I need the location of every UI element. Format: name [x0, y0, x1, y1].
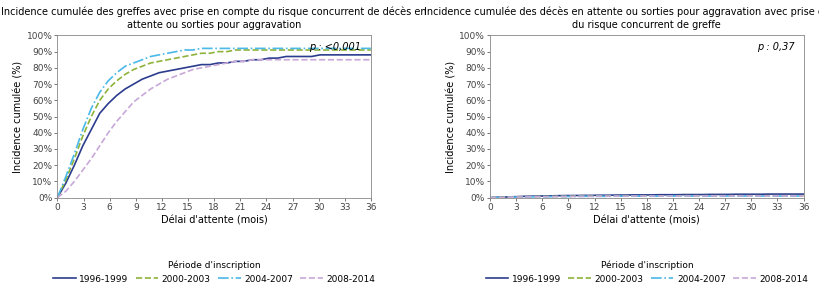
Y-axis label: Incidence cumulée (%): Incidence cumulée (%) — [14, 60, 24, 173]
Title: Incidence cumulée des greffes avec prise en compte du risque concurrent de décès: Incidence cumulée des greffes avec prise… — [2, 7, 427, 30]
Title: Incidence cumulée des décès en attente ou sorties pour aggravation avec prise en: Incidence cumulée des décès en attente o… — [423, 7, 819, 30]
Text: p : 0,37: p : 0,37 — [756, 42, 794, 52]
Legend: 1996-1999, 2000-2003, 2004-2007, 2008-2014: 1996-1999, 2000-2003, 2004-2007, 2008-20… — [482, 257, 811, 287]
X-axis label: Délai d'attente (mois): Délai d'attente (mois) — [593, 216, 699, 226]
Y-axis label: Incidence cumulée (%): Incidence cumulée (%) — [446, 60, 456, 173]
X-axis label: Délai d'attente (mois): Délai d'attente (mois) — [161, 216, 267, 226]
Legend: 1996-1999, 2000-2003, 2004-2007, 2008-2014: 1996-1999, 2000-2003, 2004-2007, 2008-20… — [49, 257, 378, 287]
Text: p : <0,001: p : <0,001 — [309, 42, 361, 52]
